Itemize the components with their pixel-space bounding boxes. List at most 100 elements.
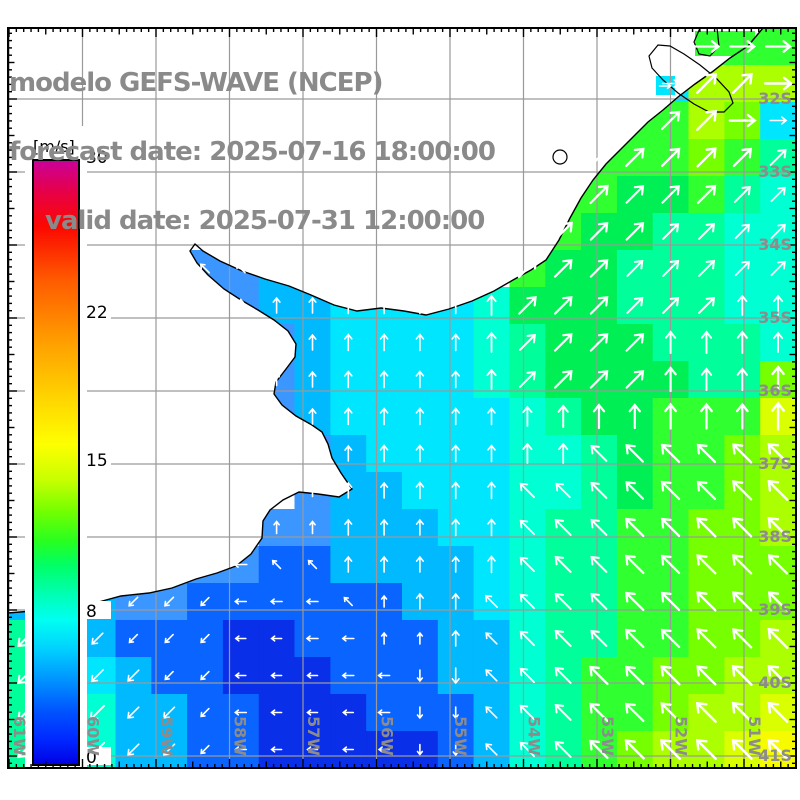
arrow-glyph [592, 403, 606, 430]
wind-arrow [770, 186, 786, 203]
wind-arrow [487, 555, 496, 574]
wind-arrow [554, 518, 572, 536]
wind-arrow [416, 743, 424, 756]
wind-arrow [695, 701, 717, 723]
wind-arrow [737, 294, 748, 316]
wind-arrow [700, 402, 713, 430]
arrow-glyph [770, 186, 786, 203]
wind-arrow [770, 260, 786, 277]
wind-arrow [519, 482, 536, 499]
arrow-glyph [732, 628, 753, 649]
lat-label: 36S [758, 381, 792, 400]
arrow-glyph [554, 518, 572, 536]
arrow-glyph [660, 443, 681, 464]
wind-arrow [380, 555, 389, 573]
wind-arrow [380, 594, 388, 608]
wind-arrow [732, 443, 753, 464]
wind-arrow [237, 298, 245, 313]
arrow-glyph [625, 110, 645, 131]
arrow-glyph [161, 561, 176, 568]
wind-arrow [661, 185, 680, 204]
wind-arrow [451, 592, 460, 610]
wind-arrow [451, 333, 461, 352]
wind-arrow [662, 296, 680, 314]
wind-arrow [772, 294, 784, 316]
arrow-glyph [487, 407, 496, 426]
wind-arrow [234, 598, 248, 605]
arrow-glyph [519, 741, 536, 758]
arrow-glyph [234, 672, 247, 679]
wind-arrow [553, 259, 573, 278]
arrow-glyph [553, 259, 573, 278]
wind-arrow [270, 746, 283, 753]
arrow-glyph [522, 405, 533, 427]
arrow-glyph [731, 701, 753, 723]
arrow-glyph [486, 368, 497, 390]
arrow-glyph [308, 370, 317, 388]
arrow-glyph [309, 483, 316, 498]
wind-arrow [554, 740, 572, 758]
arrow-glyph [452, 706, 459, 720]
arrow-glyph [731, 664, 753, 686]
arrow-glyph [128, 596, 139, 607]
wind-arrow [767, 442, 789, 464]
arrow-glyph [695, 701, 717, 723]
wind-arrow [590, 481, 608, 499]
wind-arrow [731, 72, 753, 94]
arrow-glyph [415, 481, 425, 500]
arrow-glyph [625, 147, 645, 168]
arrow-glyph [234, 598, 248, 605]
arrow-glyph [589, 702, 609, 723]
wind-arrow [625, 628, 645, 649]
wind-arrow [341, 635, 355, 642]
wind-arrow [625, 591, 645, 612]
wind-arrow [696, 628, 717, 649]
wind-arrow [344, 444, 353, 462]
wind-arrow [128, 633, 139, 644]
wind-arrow [90, 669, 104, 683]
wind-arrow [484, 594, 498, 608]
wind-arrow [415, 370, 425, 389]
arrow-glyph [554, 555, 572, 573]
wind-arrow [451, 370, 461, 389]
wind-arrow [767, 516, 789, 538]
wind-arrow [696, 665, 717, 686]
arrow-glyph [658, 82, 672, 90]
wind-arrow [379, 296, 389, 315]
arrow-glyph [733, 185, 751, 203]
lon-label: 54W [525, 716, 544, 756]
wind-arrow [519, 630, 536, 647]
wind-arrow [696, 109, 718, 131]
wind-arrow [415, 555, 424, 573]
colorbar-unit-label: [m/s] [33, 137, 75, 156]
wind-arrow [380, 518, 389, 536]
wind-arrow [487, 407, 496, 426]
wind-arrow [377, 709, 391, 716]
wind-arrow [700, 367, 713, 391]
arrow-glyph [485, 743, 498, 756]
wind-arrow [625, 185, 645, 204]
arrow-glyph [660, 738, 682, 760]
arrow-glyph [519, 630, 536, 647]
arrow-glyph [590, 518, 608, 536]
wind-arrow [696, 72, 718, 94]
arrow-glyph [235, 263, 246, 274]
arrow-glyph [415, 296, 425, 315]
arrow-glyph [589, 147, 609, 168]
arrow-glyph [729, 40, 757, 53]
arrow-glyph [519, 519, 536, 536]
arrow-glyph [553, 333, 573, 352]
wind-arrow [451, 667, 460, 685]
wind-arrow [660, 443, 681, 464]
arrow-glyph [342, 746, 355, 753]
arrow-glyph [767, 479, 789, 501]
arrow-glyph [772, 331, 784, 353]
arrow-glyph [343, 333, 353, 352]
wind-arrow [305, 598, 319, 605]
arrow-glyph [415, 370, 425, 389]
arrow-glyph [764, 40, 792, 53]
arrow-glyph [661, 185, 680, 204]
wind-arrow [660, 628, 681, 649]
wind-arrow [554, 555, 572, 573]
arrow-glyph [734, 223, 751, 240]
